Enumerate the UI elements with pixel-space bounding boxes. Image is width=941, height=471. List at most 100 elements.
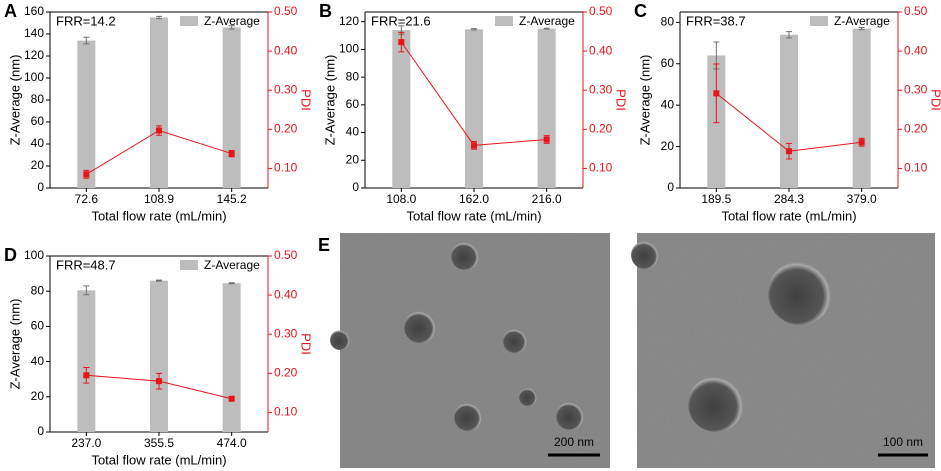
y2-tick-label: 0.10 xyxy=(274,161,298,175)
y2-tick-label: 0.30 xyxy=(274,326,298,340)
x-tick-label: 216.0 xyxy=(532,192,562,206)
x-tick-label: 474.0 xyxy=(217,436,247,450)
panel-label: C xyxy=(634,1,647,21)
y2-tick-label: 0.10 xyxy=(589,161,613,175)
y-tick-label: 140 xyxy=(24,26,44,40)
bar xyxy=(77,290,96,432)
legend-label: Z-Average xyxy=(204,258,260,272)
particles xyxy=(631,241,832,432)
bar xyxy=(852,28,871,189)
particles xyxy=(330,242,584,431)
error-bar xyxy=(156,15,162,20)
annotation: FRR=48.7 xyxy=(56,257,116,272)
marker xyxy=(858,139,865,146)
y-tick-label: 80 xyxy=(661,15,675,29)
y2-tick-label: 0.20 xyxy=(589,122,613,136)
annotation: FRR=38.7 xyxy=(686,13,746,28)
legend-label: Z-Average xyxy=(204,14,260,28)
y2-tick-label: 0.30 xyxy=(274,82,298,96)
marker xyxy=(156,378,162,385)
y-tick-label: 40 xyxy=(346,125,360,139)
x-tick-label: 284.3 xyxy=(774,192,804,206)
bar xyxy=(222,27,241,189)
sem-image xyxy=(340,233,610,468)
y-tick-label: 120 xyxy=(339,14,359,28)
legend-swatch xyxy=(495,16,513,26)
y-tick-label: 20 xyxy=(31,389,45,403)
y-tick-label: 20 xyxy=(661,139,675,153)
y2-tick-label: 0.50 xyxy=(589,4,613,18)
y-axis-label: Z-Average (nm) xyxy=(322,55,337,146)
annotation: FRR=14.2 xyxy=(56,13,116,28)
y2-tick-label: 0.50 xyxy=(904,4,928,18)
marker xyxy=(786,148,792,155)
panel-label: B xyxy=(319,1,332,21)
marker xyxy=(228,395,235,402)
x-axis-label: Total flow rate (mL/min) xyxy=(91,208,226,223)
y-tick-label: 80 xyxy=(346,69,360,83)
x-axis-label: Total flow rate (mL/min) xyxy=(91,452,226,467)
error-bar xyxy=(471,28,477,31)
x-tick-label: 379.0 xyxy=(847,192,877,206)
y2-tick-label: 0.40 xyxy=(274,43,298,57)
error-bar xyxy=(228,282,235,285)
x-tick-label: 72.6 xyxy=(75,192,99,206)
panel-label: E xyxy=(318,235,330,255)
y2-tick-label: 0.20 xyxy=(274,366,298,380)
x-tick-label: 108.0 xyxy=(386,192,416,206)
y2-axis-label: PDI xyxy=(299,89,314,111)
bar xyxy=(392,30,411,188)
marker xyxy=(228,150,235,157)
legend-swatch xyxy=(810,16,828,26)
marker xyxy=(471,142,477,149)
y2-tick-label: 0.40 xyxy=(904,43,928,57)
x-axis-label: Total flow rate (mL/min) xyxy=(406,208,541,223)
error-bar xyxy=(83,285,90,296)
y2-tick-label: 0.10 xyxy=(274,405,298,419)
y-axis-label: Z-Average (nm) xyxy=(7,299,22,390)
y2-tick-label: 0.50 xyxy=(274,4,298,18)
y2-axis-label: PDI xyxy=(929,89,941,111)
bar xyxy=(537,28,556,189)
x-tick-label: 162.0 xyxy=(459,192,489,206)
error-bar xyxy=(543,27,550,30)
scale-label: 100 nm xyxy=(883,435,923,449)
bar xyxy=(222,283,241,432)
scale-label: 200 nm xyxy=(554,435,594,449)
error-bar xyxy=(228,25,235,30)
error-bar xyxy=(858,27,865,31)
bar xyxy=(780,34,798,188)
panel-label: A xyxy=(4,1,17,21)
y-tick-label: 160 xyxy=(24,4,44,18)
legend-label: Z-Average xyxy=(519,14,575,28)
legend-label: Z-Average xyxy=(834,14,890,28)
y2-tick-label: 0.20 xyxy=(904,122,928,136)
y-tick-label: 80 xyxy=(31,283,45,297)
y-tick-label: 20 xyxy=(31,158,45,172)
y-tick-label: 100 xyxy=(339,42,359,56)
y-tick-label: 60 xyxy=(661,56,675,70)
annotation: FRR=21.6 xyxy=(371,13,431,28)
marker xyxy=(543,136,550,143)
y2-tick-label: 0.10 xyxy=(904,161,928,175)
error-bar xyxy=(83,36,90,45)
x-tick-label: 189.5 xyxy=(701,192,731,206)
y-tick-label: 40 xyxy=(31,136,45,150)
y-tick-label: 20 xyxy=(346,152,360,166)
y2-tick-label: 0.30 xyxy=(589,82,613,96)
x-tick-label: 145.2 xyxy=(217,192,247,206)
y-tick-label: 120 xyxy=(24,48,44,62)
bar xyxy=(150,280,168,432)
x-tick-label: 237.0 xyxy=(71,436,101,450)
y2-tick-label: 0.40 xyxy=(589,43,613,57)
y-tick-label: 0 xyxy=(37,424,44,438)
panel-label: D xyxy=(4,245,17,265)
marker xyxy=(83,372,90,379)
legend-swatch xyxy=(180,16,198,26)
marker xyxy=(83,171,90,178)
y-axis-label: Z-Average (nm) xyxy=(637,55,652,146)
error-bar xyxy=(156,279,162,282)
bar xyxy=(465,29,483,189)
y-tick-label: 0 xyxy=(352,180,359,194)
